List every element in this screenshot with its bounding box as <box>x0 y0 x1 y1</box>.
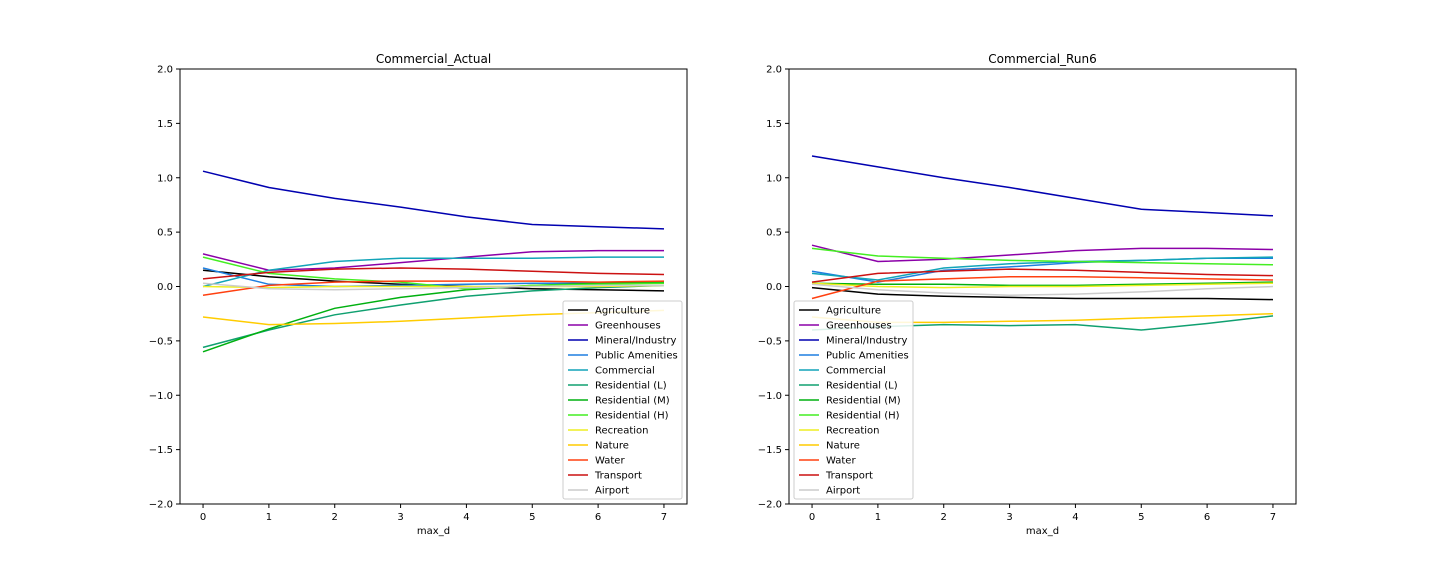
legend-label: Residential (L) <box>595 381 667 392</box>
x-tick-label: 2 <box>941 512 947 523</box>
legend-label: Airport <box>826 486 860 497</box>
legend-label: Residential (M) <box>826 396 901 407</box>
y-tick-label: 1.5 <box>766 119 782 130</box>
y-tick-label: −1.5 <box>149 445 173 456</box>
series-line <box>811 281 1274 287</box>
y-tick-label: −1.0 <box>149 391 173 402</box>
x-axis-label: max_d <box>417 526 450 537</box>
x-tick-label: 1 <box>266 512 272 523</box>
y-tick-label: −1.5 <box>758 445 782 456</box>
legend-label: Greenhouses <box>826 321 892 332</box>
legend-label: Public Amenities <box>826 351 909 362</box>
legend-label: Mineral/Industry <box>826 336 907 347</box>
y-tick-label: −1.0 <box>758 391 782 402</box>
y-tick-label: 2.0 <box>157 65 173 76</box>
y-tick-label: 1.5 <box>157 119 173 130</box>
series-line <box>202 267 665 280</box>
legend-label: Residential (H) <box>826 411 900 422</box>
x-tick-label: 0 <box>200 512 206 523</box>
series-line <box>811 244 1274 263</box>
legend-label: Water <box>826 456 856 467</box>
legend-label: Residential (H) <box>595 411 669 422</box>
series-line <box>811 275 1274 300</box>
series-line <box>202 284 665 349</box>
x-tick-label: 7 <box>1270 512 1276 523</box>
series-line <box>811 256 1274 281</box>
series-line <box>811 283 1274 296</box>
chart-1: Commercial_Actual 0 1 2 3 4 5 6 7 2.0 1.5 1.0 0.5 0.0… <box>149 52 688 537</box>
x-tick-label: 3 <box>1006 512 1012 523</box>
legend-box <box>562 300 683 500</box>
y-tick-label: −2.0 <box>758 500 782 511</box>
series-line <box>202 284 665 289</box>
x-axis-label: max_d <box>1026 526 1059 537</box>
legend-label: Recreation <box>826 426 879 437</box>
legend-label: Agriculture <box>595 306 650 317</box>
chart-title: Commercial_Actual <box>376 52 491 66</box>
series-line <box>202 282 664 291</box>
legend-label: Agriculture <box>826 306 881 317</box>
y-tick-label: 0.0 <box>766 282 782 293</box>
y-tick-label: 2.0 <box>766 65 782 76</box>
legend-label: Transport <box>594 471 642 482</box>
y-tick-label: 0.5 <box>766 228 782 239</box>
y-tick-label: 1.0 <box>157 173 173 184</box>
x-tick-label: 5 <box>529 512 535 523</box>
x-tick-label: 1 <box>875 512 881 523</box>
series-line <box>202 280 665 296</box>
y-tick-label: 1.0 <box>766 173 782 184</box>
legend-label: Nature <box>826 441 860 452</box>
series-line <box>811 286 1274 301</box>
y-tick-label: −2.0 <box>149 500 173 511</box>
x-tick-label: 6 <box>1204 512 1210 523</box>
series-line <box>202 256 665 290</box>
series-line <box>811 247 1274 266</box>
x-tick-label: 3 <box>397 512 403 523</box>
x-tick-label: 7 <box>661 512 667 523</box>
legend-label: Residential (M) <box>595 396 670 407</box>
y-tick-label: 0.5 <box>157 228 173 239</box>
legend-label: Public Amenities <box>595 351 678 362</box>
chart-title: Commercial_Run6 <box>988 52 1096 66</box>
chart-2: Commercial_Run6 0 1 2 3 4 5 6 7 2.0 1.5 1.0 0.5 0.0 −0… <box>758 52 1297 537</box>
legend-label: Commercial <box>826 366 886 377</box>
series-line <box>811 282 1274 289</box>
legend: Agriculture Greenhouses Mineral/Industry Pu… <box>562 300 683 500</box>
x-tick-label: 4 <box>1072 512 1078 523</box>
series-line <box>202 281 665 353</box>
x-tick-label: 2 <box>332 512 338 523</box>
legend-label: Mineral/Industry <box>595 336 676 347</box>
x-tick-label: 4 <box>463 512 469 523</box>
series-line <box>202 249 664 271</box>
series-line <box>202 256 664 288</box>
legend-label: Residential (L) <box>826 381 898 392</box>
x-tick-label: 5 <box>1138 512 1144 523</box>
legend-label: Water <box>595 456 625 467</box>
y-tick-label: 0.0 <box>157 282 173 293</box>
legend-label: Nature <box>595 441 629 452</box>
series-line <box>202 170 665 230</box>
legend-label: Greenhouses <box>595 321 661 332</box>
legend-label: Airport <box>595 486 629 497</box>
legend-label: Recreation <box>595 426 648 437</box>
y-tick-label: −0.5 <box>149 336 173 347</box>
legend-box <box>793 300 914 500</box>
series-lines <box>811 155 1274 331</box>
x-tick-label: 6 <box>595 512 601 523</box>
legend: Agriculture Greenhouses Mineral/Industry Pu… <box>793 300 914 500</box>
y-tick-label: −0.5 <box>758 336 782 347</box>
series-line <box>811 268 1274 283</box>
legend-label: Commercial <box>595 366 655 377</box>
legend-label: Transport <box>825 471 873 482</box>
x-tick-label: 0 <box>809 512 815 523</box>
series-line <box>811 155 1274 217</box>
